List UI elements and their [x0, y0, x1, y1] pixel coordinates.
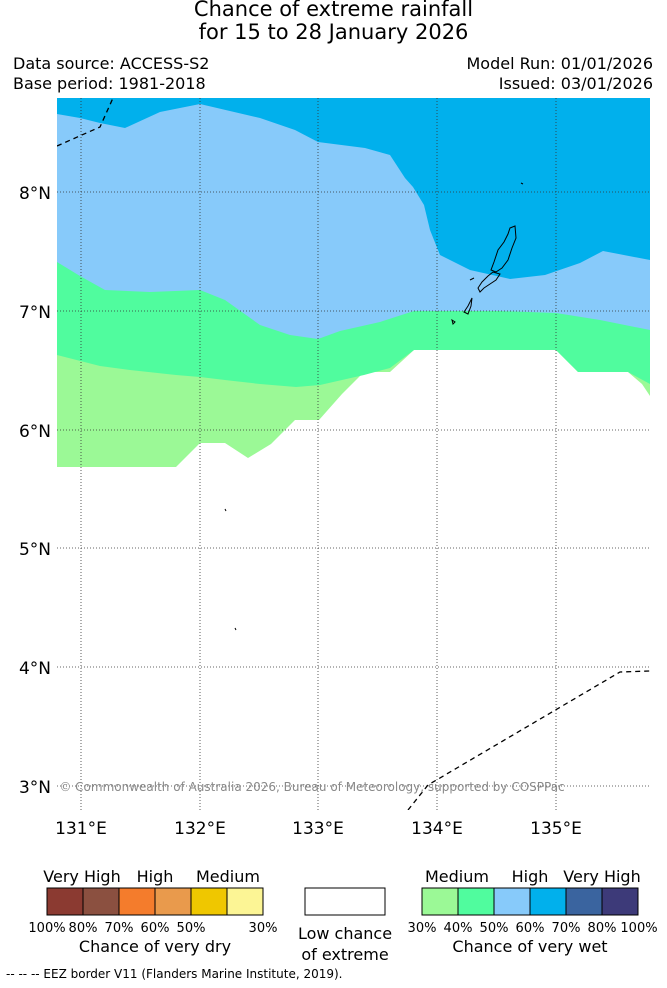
latitude-labels: 8°N 7°N 6°N 5°N 4°N 3°N	[19, 184, 51, 798]
data-source-label: Data source: ACCESS-S2	[13, 54, 210, 73]
legend-dry-percent: 30%	[249, 921, 278, 936]
legend-wet-swatch	[493, 887, 531, 916]
eez-border	[57, 98, 650, 810]
legend-wet-swatch	[529, 887, 567, 916]
legend-wet-heading: Medium	[425, 867, 489, 886]
legend-wet-percent: 30%	[408, 921, 437, 936]
eez-footnote: -- -- -- EEZ border V11 (Flanders Marine…	[6, 967, 343, 981]
legend-wet-heading: High	[512, 867, 549, 886]
legend-wet-percent: 40%	[444, 921, 473, 936]
legend-dry-heading: Medium	[196, 867, 260, 886]
legend-wet-percent: 100%	[620, 921, 657, 936]
legend-low-caption: of extreme	[301, 945, 388, 964]
issued-date-label: Issued: 03/01/2026	[498, 74, 653, 93]
lat-label: 7°N	[19, 303, 51, 323]
legend-wet-percent: 60%	[516, 921, 545, 936]
title-line-1: Chance of extreme rainfall	[193, 0, 474, 21]
legend-dry-heading: High	[137, 867, 174, 886]
legend-dry-percent: 70%	[105, 921, 134, 936]
legend-wet-percent: 70%	[552, 921, 581, 936]
legend-dry: Very High High Medium 100% 80% 70% 60% 5…	[28, 867, 277, 956]
legend-low-caption: Low chance	[298, 924, 392, 943]
legend-wet-swatch	[457, 887, 495, 916]
legend-dry-swatch	[226, 887, 264, 916]
legend-dry-percent: 60%	[141, 921, 170, 936]
lat-label: 4°N	[19, 659, 51, 679]
title-line-2: for 15 to 28 January 2026	[198, 20, 469, 44]
legend-wet-caption: Chance of very wet	[452, 937, 607, 956]
legend-wet-percent: 80%	[588, 921, 617, 936]
lat-label: 8°N	[19, 184, 51, 204]
legend-wet-percent: 50%	[480, 921, 509, 936]
page-title: Chance of extreme rainfall for 15 to 28 …	[0, 0, 667, 44]
legend-low-swatch	[304, 887, 386, 916]
lon-label: 135°E	[530, 819, 582, 839]
legend-dry-percent: 100%	[28, 921, 65, 936]
copyright-text: © Commonwealth of Australia 2026, Bureau…	[59, 780, 564, 794]
legend-dry-heading: Very High	[43, 867, 120, 886]
legend-wet-swatch	[601, 887, 639, 916]
legend-wet-swatch	[565, 887, 603, 916]
lat-label: 3°N	[19, 778, 51, 798]
legend-low: Low chance of extreme	[298, 887, 392, 964]
legend-dry-swatch	[46, 887, 84, 916]
lon-label: 134°E	[411, 819, 463, 839]
lat-label: 5°N	[19, 540, 51, 560]
legend-dry-swatch	[190, 887, 228, 916]
legend-wet-heading: Very High	[563, 867, 640, 886]
model-run-label: Model Run: 01/01/2026	[466, 54, 654, 73]
longitude-labels: 131°E 132°E 133°E 134°E 135°E	[55, 819, 582, 839]
legend-dry-swatch	[154, 887, 192, 916]
legend-wet-swatch	[421, 887, 459, 916]
legend-dry-caption: Chance of very dry	[79, 937, 231, 956]
legend-dry-swatch	[82, 887, 120, 916]
coastline-palau	[224, 182, 524, 631]
lon-label: 133°E	[292, 819, 344, 839]
lon-label: 132°E	[174, 819, 226, 839]
legend-dry-percent: 50%	[177, 921, 206, 936]
lon-label: 131°E	[55, 819, 107, 839]
legend-wet: Medium High Very High 30% 40% 50% 60% 70…	[408, 867, 658, 956]
legend-dry-swatch	[118, 887, 156, 916]
lat-label: 6°N	[19, 422, 51, 442]
map-panel: © Commonwealth of Australia 2026, Bureau…	[57, 98, 650, 810]
region-wet-60-70	[57, 98, 650, 279]
legend-dry-percent: 80%	[69, 921, 98, 936]
base-period-label: Base period: 1981-2018	[13, 74, 206, 93]
